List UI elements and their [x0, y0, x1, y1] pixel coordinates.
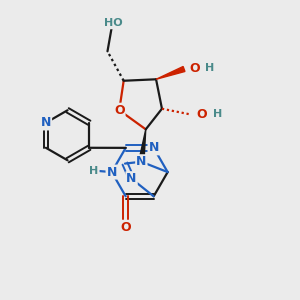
Polygon shape — [156, 67, 185, 79]
Text: N: N — [148, 141, 159, 154]
Text: O: O — [196, 108, 207, 121]
Text: H: H — [205, 63, 214, 74]
Text: HO: HO — [104, 18, 123, 28]
Text: O: O — [114, 104, 124, 117]
Text: N: N — [126, 172, 137, 185]
Polygon shape — [139, 129, 146, 162]
Text: H: H — [89, 166, 99, 176]
Text: N: N — [106, 166, 117, 178]
Text: H: H — [213, 109, 222, 119]
Text: N: N — [41, 116, 51, 129]
Text: N: N — [136, 155, 146, 168]
Text: N: N — [41, 116, 51, 129]
Text: O: O — [120, 221, 131, 234]
Text: O: O — [189, 62, 200, 76]
